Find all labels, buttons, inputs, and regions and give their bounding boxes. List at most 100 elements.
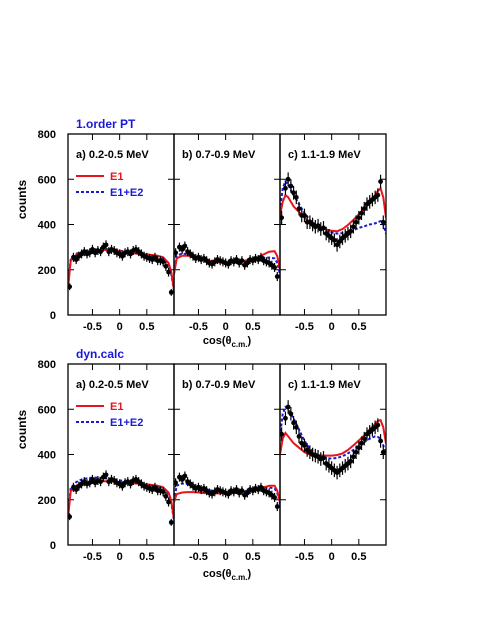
data-point	[348, 228, 354, 234]
legend-e1-label: E1	[110, 171, 123, 183]
data-point	[98, 479, 104, 485]
panel-b: -0.5 0 0.5 b) 0.7-0.9 MeV	[173, 133, 281, 333]
chart-2: dyn.calc counts 0 200 400 600 800 cos(θc.m.) -0.…	[15, 347, 387, 582]
data-point	[283, 415, 288, 421]
panel-label: a) 0.2-0.5 MeV	[76, 379, 149, 391]
x-tick-label: 0.5	[245, 321, 260, 333]
panel-label: a) 0.2-0.5 MeV	[76, 149, 149, 161]
panel-frame	[279, 363, 387, 546]
data-point	[378, 179, 383, 184]
data-point	[160, 489, 166, 495]
x-tick-label: 0.5	[351, 551, 366, 563]
data-point	[179, 476, 185, 482]
x-tick-label: 0	[117, 551, 123, 563]
chart-1: 1.order PT counts 0 200 400 600 800 cos(θc.m.) -…	[15, 117, 387, 349]
data-point	[163, 493, 169, 499]
y-tick-label: 400	[38, 220, 56, 232]
data-point	[315, 223, 321, 229]
data-point	[274, 274, 280, 279]
legend-e1-label: E1	[110, 401, 123, 413]
data-point	[168, 519, 174, 525]
data-point	[272, 265, 277, 270]
x-tick-label: 0.5	[351, 321, 366, 333]
panel-frame	[67, 363, 175, 546]
panel-frame	[67, 133, 175, 316]
panel-frame	[173, 363, 281, 546]
series-e1e2-line	[280, 405, 386, 460]
x-tick-label: 0.5	[245, 551, 260, 563]
x-tick-label: 0	[223, 321, 229, 333]
x-axis-label-close: )	[247, 335, 251, 347]
panel-label: b) 0.7-0.9 MeV	[182, 379, 256, 391]
y-tick-label: 600	[38, 174, 56, 186]
data-point	[68, 284, 73, 290]
data-point	[225, 491, 231, 497]
panel-frame	[173, 133, 281, 316]
panel-frame	[279, 133, 387, 316]
panel-curves	[174, 241, 280, 282]
data-point	[68, 514, 73, 520]
data-point	[375, 422, 381, 428]
data-point	[168, 289, 174, 295]
panel-label: b) 0.7-0.9 MeV	[182, 149, 256, 161]
data-point	[239, 488, 245, 494]
data-point	[375, 192, 381, 198]
x-axis-label: cos(θc.m.)	[203, 335, 252, 349]
panel-c: -0.5 0 0.5 c) 1.1-1.9 MeV	[279, 363, 387, 563]
y-tick-label: 0	[50, 310, 56, 322]
data-point	[234, 487, 239, 492]
data-point	[293, 194, 299, 200]
legend-e1e2-label: E1+E2	[110, 187, 143, 199]
data-point	[174, 480, 179, 486]
data-point	[244, 490, 250, 496]
x-tick-label: -0.5	[189, 321, 208, 333]
panel-curves	[280, 172, 386, 252]
data-point	[356, 445, 362, 451]
x-tick-label: -0.5	[189, 551, 208, 563]
y-axis-label: counts	[15, 180, 29, 220]
data-point	[348, 458, 354, 464]
data-point	[258, 254, 264, 260]
panel-a: -0.5 0 0.5 a) 0.2-0.5 MeV E1 E1+E2	[67, 133, 175, 333]
data-point	[291, 420, 296, 426]
data-point	[128, 251, 133, 257]
x-axis-label-close: )	[247, 568, 251, 580]
data-point	[182, 473, 188, 479]
x-axis-label-main: cos(θ	[203, 335, 232, 347]
data-point	[272, 495, 277, 500]
data-point	[258, 484, 264, 490]
data-point	[119, 483, 125, 489]
data-point	[87, 480, 93, 486]
x-tick-label: 0.5	[139, 321, 154, 333]
data-point	[87, 250, 93, 256]
data-point	[283, 185, 288, 191]
data-point	[90, 476, 95, 482]
data-point	[90, 246, 95, 252]
x-tick-label: 0	[329, 321, 335, 333]
data-point	[244, 260, 250, 266]
data-point	[321, 225, 326, 231]
panel-curves	[68, 240, 174, 296]
data-point	[285, 404, 291, 410]
data-point	[359, 440, 364, 446]
data-point	[128, 481, 133, 487]
x-tick-label: -0.5	[295, 321, 314, 333]
y-tick-label: 400	[38, 450, 56, 462]
data-point	[152, 254, 158, 260]
panel-curves	[280, 400, 386, 480]
data-point	[296, 434, 302, 439]
data-point	[225, 261, 231, 267]
data-point	[234, 257, 239, 262]
data-point	[291, 190, 296, 196]
y-tick-label: 800	[38, 129, 56, 141]
data-point	[73, 257, 79, 262]
data-point	[361, 436, 367, 442]
data-point	[280, 431, 285, 437]
panel-label: c) 1.1-1.9 MeV	[288, 379, 361, 391]
data-point	[337, 239, 343, 244]
data-point	[182, 243, 188, 249]
data-point	[378, 438, 383, 444]
x-axis-label: cos(θc.m.)	[203, 568, 252, 582]
data-point	[350, 224, 356, 230]
